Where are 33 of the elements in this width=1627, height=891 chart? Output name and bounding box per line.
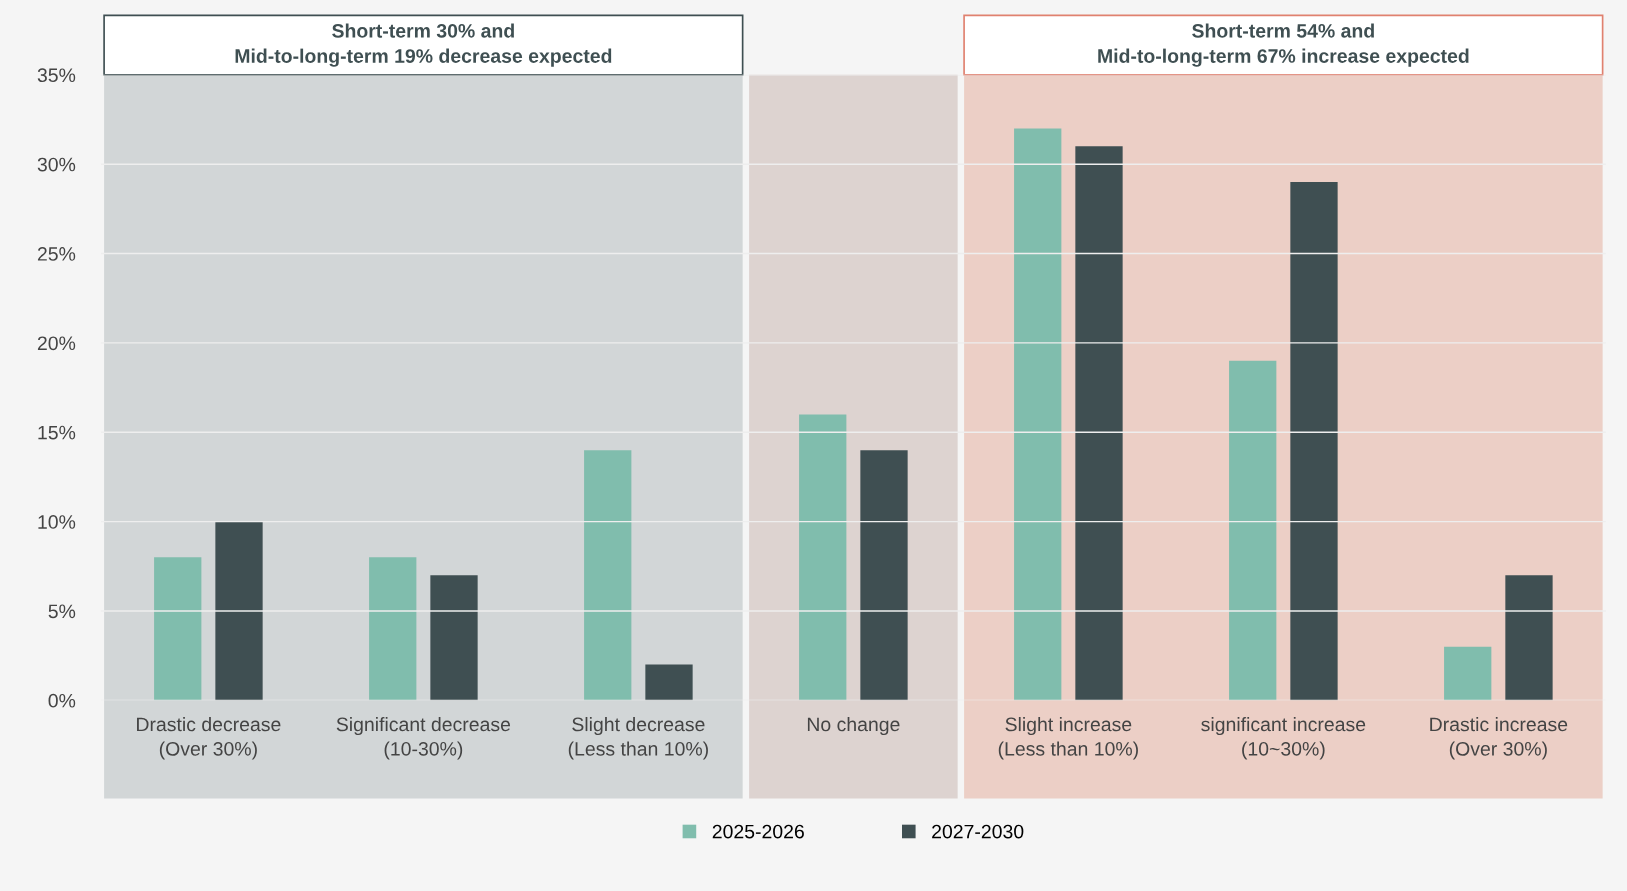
x-tick-label: Drastic increase (Over 30%)	[1430, 716, 1568, 760]
bar	[1290, 182, 1338, 701]
x-tick-label: significant increase (10~30%)	[1201, 716, 1366, 760]
bar	[799, 414, 847, 701]
x-tick-label: Significant decrease (10-30%)	[336, 716, 511, 760]
y-tick-label: 20%	[37, 336, 76, 351]
bar	[1014, 128, 1062, 701]
bar	[860, 450, 908, 701]
bar	[584, 450, 632, 701]
legend-label: 2025-2026	[712, 824, 804, 839]
band-label: Short-term 30% and Mid-to-long-term 19% decrease expected	[235, 23, 612, 67]
y-tick-label: 35%	[37, 68, 76, 83]
bar	[1229, 360, 1277, 701]
x-tick-label: Slight increase (Less than 10%)	[998, 716, 1138, 760]
y-tick-label: 15%	[38, 425, 76, 440]
y-tick-label: 30%	[37, 157, 76, 172]
bar	[645, 664, 693, 701]
y-tick-label: 0%	[48, 693, 76, 708]
y-tick-label: 25%	[37, 247, 76, 261]
bar	[154, 557, 202, 701]
band-label: Short-term 54% and Mid-to-long-term 67% increase expected	[1098, 23, 1469, 67]
bar	[1444, 646, 1492, 701]
x-tick-label: No change	[807, 716, 900, 736]
legend-label: 2027-2030	[932, 824, 1024, 839]
x-tick-label: Drastic decrease (Over 30%)	[137, 716, 281, 760]
bar	[215, 521, 263, 701]
y-tick-label: 5%	[48, 604, 76, 619]
x-tick-label: Slight decrease (Less than 10%)	[568, 716, 708, 760]
bar	[1075, 146, 1123, 701]
bar	[369, 557, 417, 701]
y-tick-label: 10%	[38, 515, 76, 529]
bar	[1505, 575, 1553, 701]
bar	[430, 575, 478, 701]
